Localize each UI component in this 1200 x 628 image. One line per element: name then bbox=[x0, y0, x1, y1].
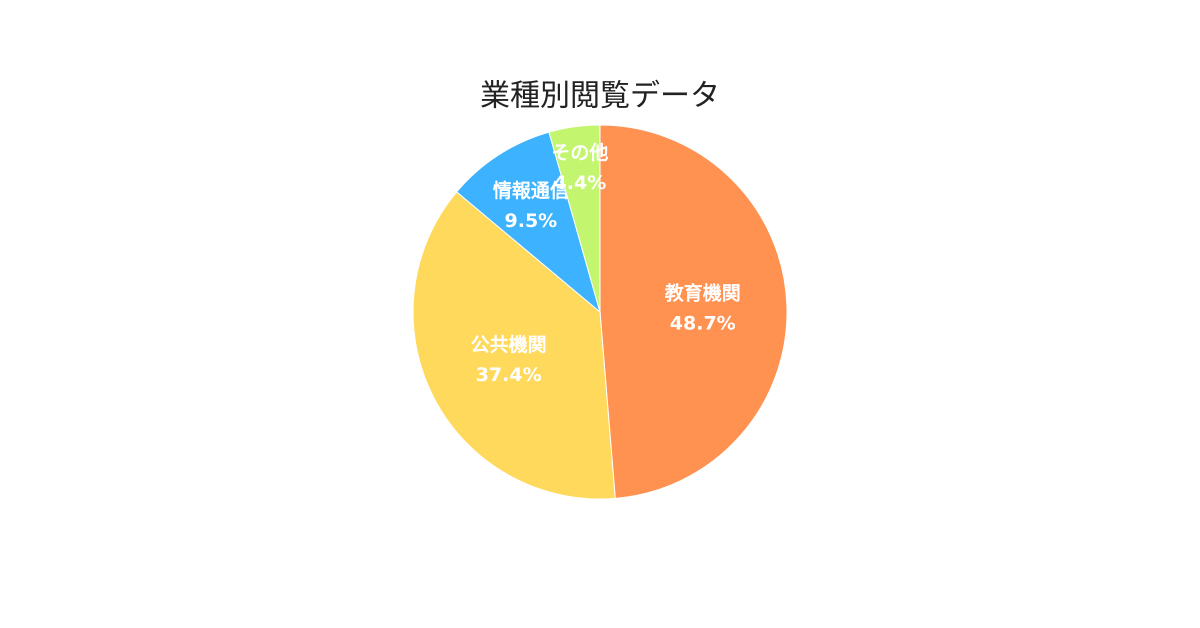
slice-label: その他 bbox=[551, 141, 608, 164]
pie-slice bbox=[455, 131, 601, 314]
pie-slice bbox=[599, 124, 788, 499]
slice-value-label: 4.4% bbox=[554, 172, 607, 194]
chart-title: 業種別閲覧データ bbox=[480, 79, 720, 114]
slice-label: 教育機関 bbox=[665, 281, 741, 304]
pie-slice bbox=[412, 191, 616, 500]
slice-label: 情報通信 bbox=[493, 179, 569, 202]
slice-label: 公共機関 bbox=[471, 333, 547, 356]
pie-slice bbox=[548, 124, 601, 313]
slice-value-label: 9.5% bbox=[505, 210, 558, 232]
slice-value-label: 48.7% bbox=[670, 312, 736, 334]
slice-value-label: 37.4% bbox=[476, 364, 542, 386]
